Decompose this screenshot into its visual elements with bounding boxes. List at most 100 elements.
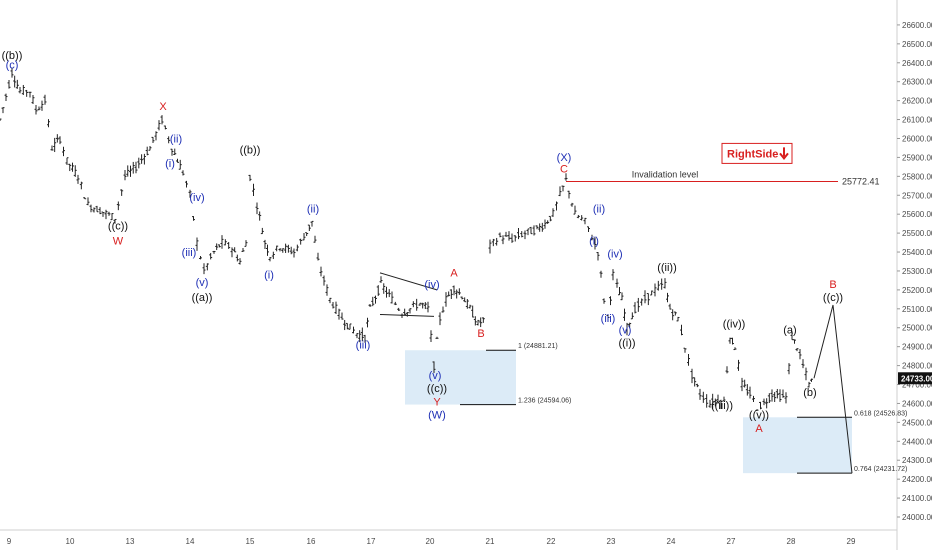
time-tick-label: 28: [787, 537, 796, 546]
price-tick-label: 25200.00: [902, 286, 932, 295]
target-zone: [743, 417, 852, 474]
price-tick-label: 24100.00: [902, 494, 932, 503]
price-tick-label: 25100.00: [902, 305, 932, 314]
time-tick-label: 24: [667, 537, 676, 546]
price-tick-label: 26400.00: [902, 59, 932, 68]
price-tick-label: 26300.00: [902, 78, 932, 87]
target-zones: [405, 350, 852, 474]
wave-label: (v): [619, 324, 632, 336]
projection-path: [813, 304, 853, 474]
target-zone: [405, 350, 516, 405]
price-tick-label: 25900.00: [902, 153, 932, 162]
wave-label: A: [755, 423, 763, 435]
wave-label: ((iv)): [723, 319, 746, 331]
price-tick-label: 24800.00: [902, 362, 932, 371]
price-tick-label: 24300.00: [902, 456, 932, 465]
wave-label: (i): [165, 158, 175, 170]
time-tick-label: 14: [186, 537, 195, 546]
wave-label: B: [829, 279, 836, 291]
price-tick-label: 26000.00: [902, 134, 932, 143]
time-axis: 9 10 13 14 15 16 17 20 21 22 23 24 27 28 29: [0, 529, 897, 546]
wave-label: X: [159, 101, 167, 113]
brand-box: [721, 142, 793, 164]
price-tick-label: 26100.00: [902, 116, 932, 125]
wave-label: (iv): [189, 192, 204, 204]
fib-level-label: 1 (24881.21): [518, 343, 558, 350]
wave-label: (iv): [607, 249, 622, 261]
wave-label: ((b)): [240, 145, 261, 157]
time-tick-label: 15: [246, 537, 255, 546]
time-tick-label: 9: [7, 537, 12, 546]
brand-logo: RightSide: [721, 142, 793, 164]
wedge-upper-line: [379, 272, 438, 291]
brand-text: RightSide: [727, 148, 778, 160]
price-tick-label: 25800.00: [902, 172, 932, 181]
arrow-down-icon: [779, 147, 789, 161]
price-tick-label: 25600.00: [902, 210, 932, 219]
price-tick-label: 25000.00: [902, 324, 932, 333]
wave-label: B: [477, 328, 484, 340]
wave-label: ((i)): [618, 338, 635, 350]
wave-label: (ii): [307, 203, 319, 215]
wave-labels: ((b))(c)((c))WX(ii)(i)(iv)(iii)(v)((a))(…: [2, 50, 843, 435]
price-tick-label: 24700.00: [902, 381, 932, 390]
wave-label: (iii): [182, 247, 197, 259]
current-price-label: 24733.00: [901, 374, 932, 383]
wave-label: (iv): [424, 279, 439, 291]
price-tick-label: 24200.00: [902, 475, 932, 484]
price-tick-label: 25700.00: [902, 191, 932, 200]
wave-label: (b): [803, 387, 816, 399]
time-tick-label: 10: [66, 537, 75, 546]
wave-label: (c): [6, 59, 19, 71]
wave-label: ((c)): [427, 383, 447, 395]
fib-level-label: 1.236 (24594.06): [518, 398, 571, 405]
wave-label: ((a)): [192, 292, 213, 304]
wave-label: (v): [429, 370, 442, 382]
wave-label: C: [560, 164, 568, 176]
time-tick-label: 27: [727, 537, 736, 546]
price-tick-label: 24400.00: [902, 437, 932, 446]
wave-label: (ii): [170, 133, 182, 145]
wave-label: (X): [557, 152, 572, 164]
wave-label: (v): [196, 277, 209, 289]
wave-label: (ii): [593, 203, 605, 215]
wave-label: ((c)): [108, 220, 128, 232]
wave-label: ((b)): [2, 50, 23, 62]
price-tick-label: 26500.00: [902, 40, 932, 49]
fib-level-label: 0.764 (24231.72): [854, 466, 907, 473]
price-tick-label: 24500.00: [902, 418, 932, 427]
current-price-badge: [898, 372, 932, 385]
time-tick-label: 22: [547, 537, 556, 546]
price-tick-label: 24600.00: [902, 399, 932, 408]
price-tick-label: 25400.00: [902, 248, 932, 257]
time-tick-label: 21: [486, 537, 495, 546]
price-tick-label: 26200.00: [902, 97, 932, 106]
time-tick-label: 16: [307, 537, 316, 546]
wave-label: ((c)): [823, 292, 843, 304]
wave-label: (iii): [356, 340, 371, 352]
time-tick-label: 20: [426, 537, 435, 546]
fib-level-label: 0.618 (24526.83): [854, 410, 907, 417]
price-axis: 24000.00 24100.00 24200.00 24300.00 24400.00…: [896, 0, 932, 550]
wedge-lower-line: [379, 313, 435, 317]
wave-label: W: [113, 235, 124, 247]
wave-label: ((ii)): [657, 262, 677, 274]
invalidation-value: 25772.41: [842, 177, 880, 187]
price-tick-label: 26600.00: [902, 21, 932, 30]
wave-label: ((v)): [749, 410, 769, 422]
time-tick-label: 17: [367, 537, 376, 546]
price-tick-label: 25300.00: [902, 267, 932, 276]
time-tick-label: 29: [847, 537, 856, 546]
wave-label: (W): [428, 410, 446, 422]
wave-label: A: [450, 268, 458, 280]
wave-label: (a): [783, 324, 796, 336]
annotation-lines: Invalidation level 25772.41 1 (24881.21) 1.…: [379, 170, 907, 474]
invalidation-label: Invalidation level: [632, 170, 699, 180]
wave-label: Y: [433, 396, 441, 408]
wave-label: ((iii)): [711, 400, 733, 412]
wave-label: (i): [589, 235, 599, 247]
price-tick-label: 24900.00: [902, 343, 932, 352]
time-tick-label: 13: [126, 537, 135, 546]
wave-label: (iii): [601, 313, 616, 325]
